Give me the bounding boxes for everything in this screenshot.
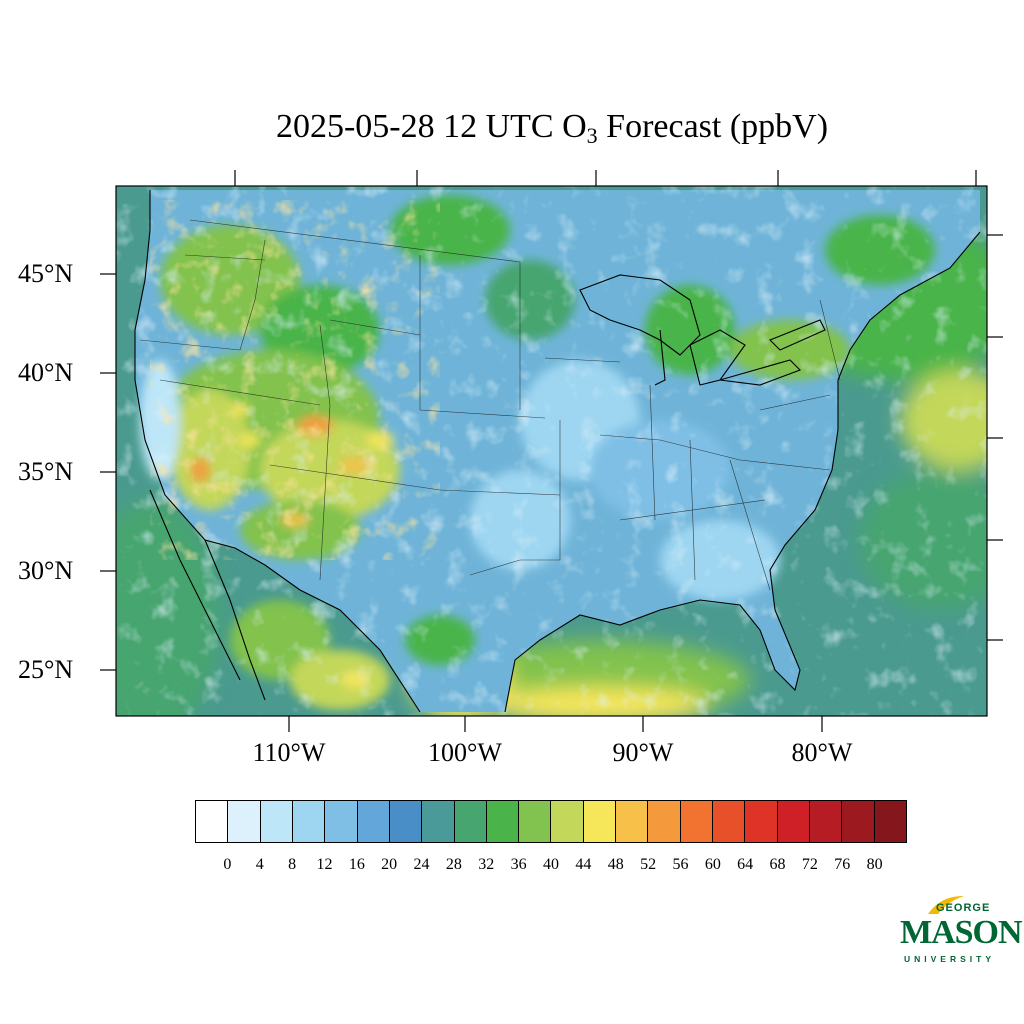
colorbar-swatch [325,801,358,842]
colorbar-tick-label: 60 [704,856,721,873]
colorbar-swatch [616,801,649,842]
colorbar-swatch [842,801,875,842]
logo-university: UNIVERSITY [904,954,996,964]
colorbar-tick-label: 56 [672,856,689,873]
colorbar-swatch [422,801,455,842]
george-mason-logo: GEORGE MASON UNIVERSITY [898,896,1023,970]
lat-label-45n: 45°N [18,259,74,288]
colorbar-swatch [583,801,617,842]
colorbar-tick-label: 80 [866,856,883,873]
colorbar [195,800,907,843]
colorbar-tick-label: 32 [478,856,495,873]
colorbar-tick-label: 44 [575,856,592,873]
colorbar-tick-label: 0 [223,856,232,873]
colorbar-tick-label: 16 [348,856,365,873]
colorbar-tick-label: 40 [543,856,559,873]
lat-label-25n: 25°N [18,655,74,684]
colorbar-swatch [519,801,552,842]
colorbar-tick-label: 48 [607,856,624,873]
logo-flame-icon [928,896,964,914]
colorbar-swatch [260,801,293,842]
colorbar-tick-label: 8 [288,856,297,873]
colorbar-tick-label: 64 [737,856,754,873]
colorbar-tick-label: 4 [255,856,264,873]
colorbar-swatch [228,801,261,842]
lat-label-30n: 30°N [18,556,74,585]
colorbar-tick-label: 28 [445,856,462,873]
colorbar-swatch [874,801,906,842]
lon-label-110w: 110°W [252,738,326,767]
colorbar-tick-label: 36 [510,856,527,873]
lon-label-90w: 90°W [612,738,674,767]
lon-label-80w: 80°W [791,738,853,767]
colorbar-swatch [454,801,487,842]
lat-label-35n: 35°N [18,457,74,486]
colorbar-tick-label: 72 [801,856,818,873]
colorbar-swatch [551,801,584,842]
colorbar-swatch [809,801,843,842]
lat-label-40n: 40°N [18,358,74,387]
colorbar-swatch [292,801,326,842]
colorbar-swatch [486,801,520,842]
colorbar-tick-label: 24 [413,856,430,873]
colorbar-tick-label: 20 [381,856,398,873]
colorbar-swatch [680,801,713,842]
map-frame [115,185,988,717]
map-title: 2025-05-28 12 UTC O3 Forecast (ppbV) [275,108,829,148]
colorbar-tick-label: 52 [640,856,657,873]
ozone-field [116,186,987,716]
lon-label-100w: 100°W [428,738,502,767]
colorbar-tick-label: 12 [316,856,333,873]
colorbar-swatch [389,801,423,842]
colorbar-swatch [745,801,778,842]
colorbar-tick-label: 68 [769,856,786,873]
colorbar-tick-label: 76 [834,856,851,873]
logo-george: GEORGE [936,902,991,914]
colorbar-swatch [777,801,810,842]
colorbar-swatch [196,801,229,842]
colorbar-swatch [713,801,746,842]
logo-mason: MASON [900,914,1023,951]
colorbar-swatch [648,801,681,842]
colorbar-swatch [357,801,390,842]
